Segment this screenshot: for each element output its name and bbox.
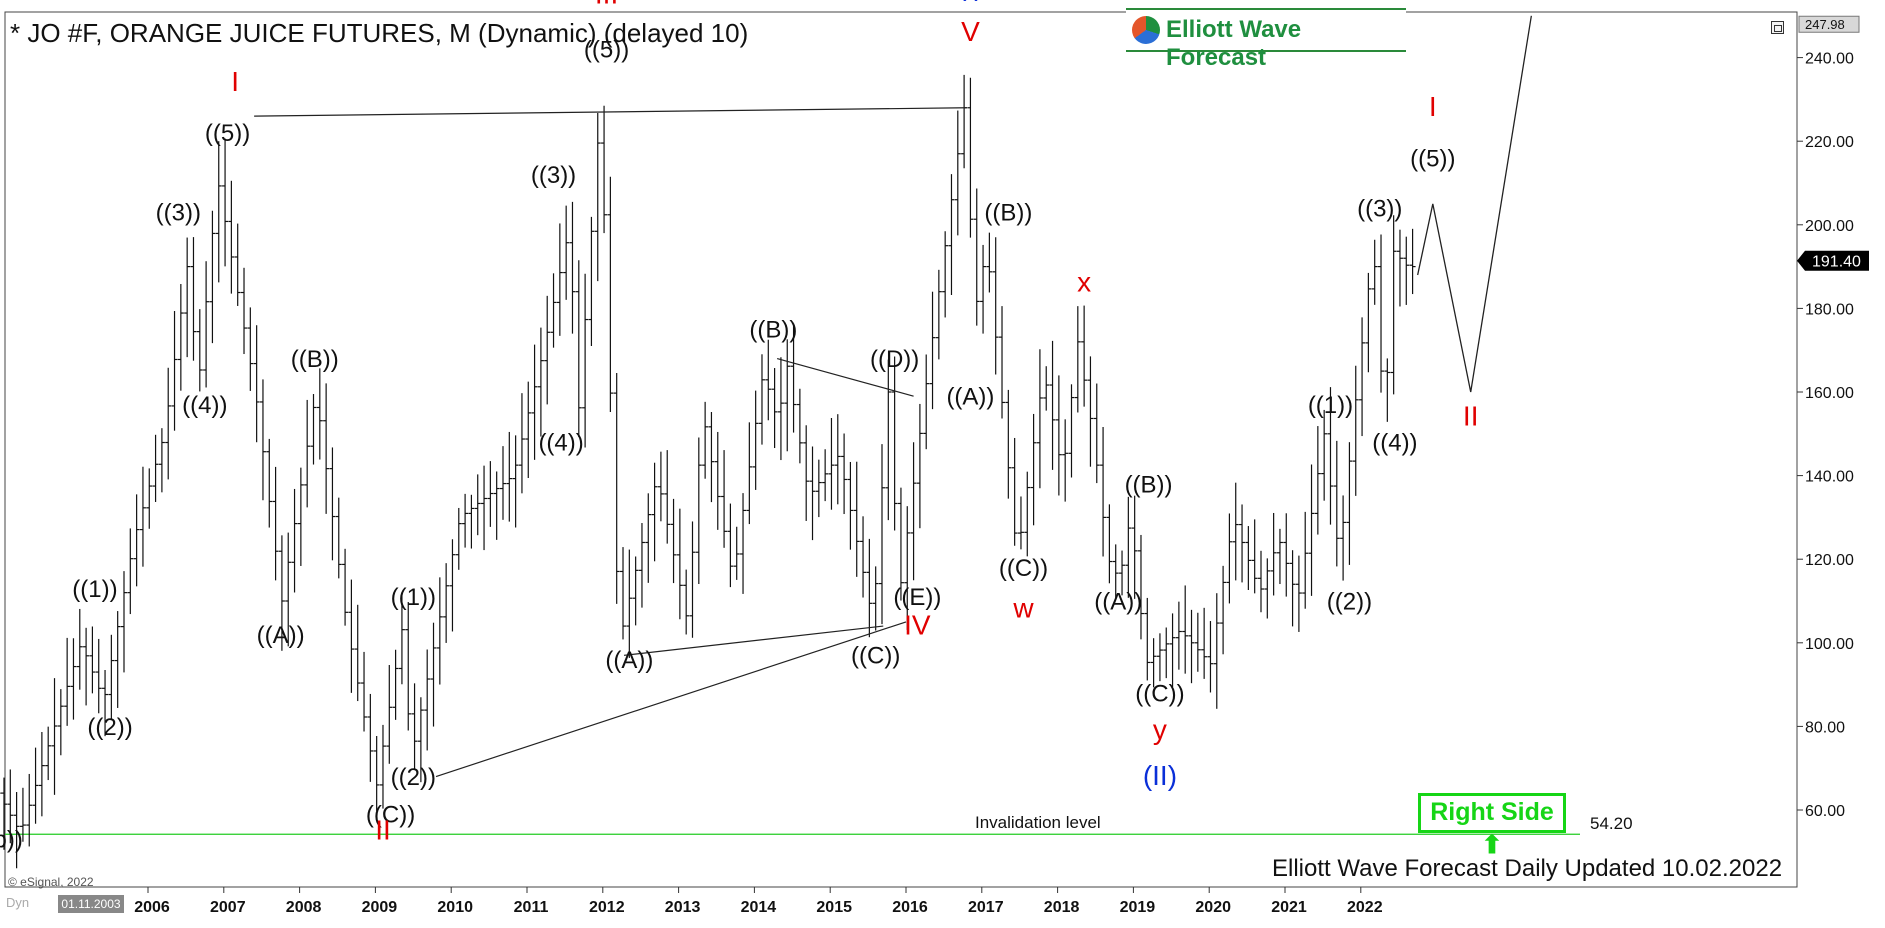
- wave-label: ((4)): [538, 430, 583, 457]
- wave-label: ((A)): [946, 384, 994, 411]
- y-tick-label: 140.00: [1805, 469, 1854, 486]
- start-date[interactable]: 01.11.2003: [58, 895, 124, 913]
- current-price-tag: [1797, 250, 1869, 271]
- current-price-label: 191.40: [1812, 254, 1861, 271]
- wave-label: y: [1153, 714, 1167, 745]
- wave-label: ((3)): [156, 200, 201, 227]
- wave-label: ((4)): [182, 392, 227, 419]
- wave-label: ((C)): [999, 555, 1048, 582]
- y-tick-label: 160.00: [1805, 385, 1854, 402]
- x-tick-label: 2017: [968, 899, 1004, 916]
- y-tick-label: 200.00: [1805, 218, 1854, 235]
- wave-label: ((1)): [391, 584, 436, 611]
- plot-border: [4, 11, 1798, 888]
- y-tick-label: 240.00: [1805, 51, 1854, 68]
- x-tick-label: 2012: [589, 899, 625, 916]
- wave-label: (I): [957, 0, 983, 1]
- x-tick-label: 2007: [210, 899, 246, 916]
- wave-label: ((B)): [1125, 471, 1173, 498]
- wave-label: w: [1012, 593, 1034, 624]
- y-tick-label: 60.00: [1805, 803, 1845, 820]
- wave-label: ((B)): [984, 200, 1032, 227]
- wave-label: ((2)): [1327, 588, 1372, 615]
- wave-label: ((5)): [1410, 145, 1455, 172]
- x-tick-label: 2008: [286, 899, 322, 916]
- wave-label: ((1)): [72, 576, 117, 603]
- wave-label: ((3)): [1357, 195, 1402, 222]
- invalidation-price: 54.20: [1590, 814, 1633, 833]
- wave-label: II: [1463, 400, 1479, 431]
- top-price-label: 247.98: [1805, 17, 1845, 32]
- y-tick-label: 180.00: [1805, 301, 1854, 318]
- maximize-icon[interactable]: [1771, 21, 1784, 34]
- top-price-tag: [1798, 15, 1860, 33]
- chart-title: * JO #F, ORANGE JUICE FUTURES, M (Dynami…: [10, 18, 749, 48]
- wave-label: III: [595, 0, 618, 9]
- wave-label: ((4)): [1372, 430, 1417, 457]
- trendline: [435, 621, 907, 778]
- x-tick-label: 2014: [741, 899, 777, 916]
- x-tick-label: 2006: [134, 899, 170, 916]
- x-tick-label: 2019: [1120, 899, 1156, 916]
- wave-label: ((5)): [584, 37, 629, 64]
- wave-label: I: [1429, 91, 1437, 122]
- wave-label: II: [375, 814, 391, 845]
- wave-label: ((C)): [1135, 680, 1184, 707]
- x-tick-label: 2011: [514, 899, 549, 916]
- y-tick-label: 80.00: [1805, 719, 1845, 736]
- footer-updated: Elliott Wave Forecast Daily Updated 10.0…: [1272, 855, 1783, 882]
- wave-label: ((2)): [391, 764, 436, 791]
- wave-label: ((A)): [257, 622, 305, 649]
- wave-label: ((E)): [893, 584, 941, 611]
- wave-label: x: [1077, 267, 1091, 298]
- wave-label: ((5)): [205, 120, 250, 147]
- wave-label: IV: [904, 609, 931, 640]
- trendline: [623, 625, 884, 656]
- trendline: [254, 107, 967, 117]
- x-tick-label: 2009: [362, 899, 398, 916]
- wave-label: ((D)): [870, 346, 919, 373]
- logo-text: Elliott Wave Forecast: [1166, 16, 1302, 71]
- wave-label: V: [961, 16, 980, 47]
- wave-label: ((B)): [291, 346, 339, 373]
- wave-label: (II): [1143, 760, 1177, 791]
- x-tick-label: 2020: [1195, 899, 1231, 916]
- wave-label: ((1)): [1308, 392, 1353, 419]
- logo: Elliott Wave Forecast: [1126, 8, 1406, 71]
- logo-globe-icon: [1132, 16, 1160, 44]
- wave-label: ((A)): [605, 647, 653, 674]
- y-tick-label: 100.00: [1805, 636, 1854, 653]
- dyn-label: Dyn: [6, 895, 30, 910]
- x-tick-label: 2013: [665, 899, 701, 916]
- trendline: [776, 357, 914, 397]
- x-tick-label: 2018: [1044, 899, 1080, 916]
- x-tick-label: 2016: [892, 899, 928, 916]
- wave-label: I: [231, 66, 239, 97]
- x-tick-label: 2015: [816, 899, 852, 916]
- wave-label: ((B)): [749, 317, 797, 344]
- projection-path: [1417, 15, 1532, 393]
- y-tick-label: 120.00: [1805, 552, 1854, 569]
- x-tick-label: 2021: [1271, 899, 1307, 916]
- copyright: © eSignal, 2022: [8, 875, 94, 889]
- wave-label: ((C)): [366, 802, 415, 829]
- x-tick-label: 2010: [437, 899, 473, 916]
- x-tick-label: 2022: [1347, 899, 1383, 916]
- wave-label: ((C)): [851, 643, 900, 670]
- y-tick-label: 220.00: [1805, 134, 1854, 151]
- right-side-badge: Right Side ⬆: [1418, 793, 1566, 859]
- wave-label: ((2)): [87, 714, 132, 741]
- invalidation-label: Invalidation level: [975, 813, 1101, 832]
- wave-label: ((3)): [531, 162, 576, 189]
- wave-label: ((A)): [1094, 588, 1142, 615]
- wave-label: ((b)): [0, 827, 23, 854]
